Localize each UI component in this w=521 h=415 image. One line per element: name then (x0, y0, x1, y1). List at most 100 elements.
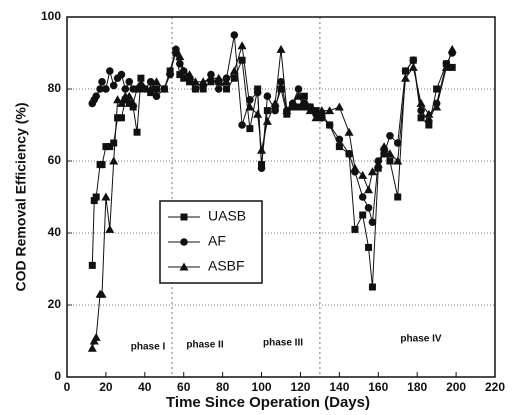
marker (358, 170, 368, 179)
marker (246, 125, 254, 133)
marker (263, 107, 271, 115)
marker (114, 114, 122, 122)
marker (113, 95, 123, 104)
marker (379, 142, 389, 151)
legend-label: UASB (208, 208, 246, 224)
marker (146, 78, 155, 86)
marker (432, 102, 442, 111)
marker (344, 127, 354, 136)
x-tick-label: 140 (329, 380, 349, 394)
marker (288, 98, 298, 107)
marker (206, 73, 216, 82)
marker (159, 84, 169, 93)
marker (116, 98, 126, 107)
legend-label: ASBF (208, 258, 245, 274)
marker (238, 56, 246, 64)
y-tick-label: 20 (48, 297, 62, 311)
marker (334, 102, 344, 111)
marker (171, 44, 181, 53)
x-tick-label: 180 (407, 380, 427, 394)
marker (179, 262, 189, 271)
marker (151, 77, 161, 86)
marker (262, 116, 272, 125)
marker (125, 78, 134, 86)
marker (448, 63, 456, 71)
marker (125, 99, 133, 107)
marker (87, 343, 97, 352)
marker (253, 88, 262, 97)
marker (246, 96, 254, 104)
marker (180, 74, 188, 82)
marker (106, 143, 114, 151)
x-tick-label: 220 (485, 380, 505, 394)
legend-label: AF (208, 233, 226, 249)
y-tick-label: 0 (54, 369, 61, 383)
marker (98, 78, 106, 86)
marker (238, 121, 246, 129)
marker (335, 143, 343, 151)
marker (109, 156, 119, 165)
marker (101, 192, 111, 201)
marker (140, 84, 150, 93)
marker (368, 218, 377, 226)
marker (105, 224, 115, 233)
marker (385, 149, 395, 158)
marker (409, 56, 418, 64)
marker (110, 139, 118, 147)
marker (270, 98, 280, 107)
marker (294, 91, 304, 100)
x-tick-label: 120 (290, 380, 310, 394)
marker (190, 77, 200, 86)
marker (102, 143, 110, 151)
marker (368, 283, 376, 291)
x-tick-label: 20 (99, 380, 113, 394)
marker (364, 185, 374, 194)
marker (364, 204, 373, 212)
marker (128, 98, 138, 107)
y-tick-label: 80 (48, 81, 62, 95)
marker (345, 150, 353, 158)
marker (276, 44, 286, 53)
marker (425, 117, 433, 126)
marker (91, 332, 101, 341)
marker (185, 70, 195, 79)
marker (386, 157, 394, 165)
marker (257, 145, 267, 154)
plot-frame (66, 16, 496, 378)
marker (447, 44, 457, 53)
marker (88, 261, 96, 269)
y-tick-label: 40 (48, 225, 62, 239)
marker (222, 77, 232, 86)
marker (179, 66, 189, 75)
marker (335, 135, 344, 144)
marker (207, 78, 215, 86)
x-tick-label: 100 (252, 380, 272, 394)
marker (257, 164, 266, 172)
marker (253, 109, 263, 118)
marker (109, 81, 118, 90)
marker (214, 73, 224, 82)
marker (146, 84, 156, 93)
x-axis-label: Time Since Operation (Days) (166, 394, 370, 411)
marker (416, 98, 426, 107)
marker (147, 89, 155, 97)
marker (394, 193, 402, 201)
phase-label: phase III (263, 338, 303, 349)
marker (417, 106, 425, 115)
marker (359, 211, 367, 219)
marker (393, 156, 403, 165)
marker (102, 85, 110, 93)
marker (325, 106, 335, 115)
marker (176, 71, 184, 79)
marker (152, 92, 161, 100)
marker (441, 62, 451, 71)
marker (401, 73, 411, 82)
x-tick-label: 80 (216, 380, 230, 394)
marker (373, 160, 383, 169)
marker (299, 102, 309, 111)
marker (393, 139, 402, 147)
y-tick-label: 100 (41, 9, 61, 23)
marker (424, 109, 434, 118)
marker (90, 197, 98, 205)
marker (98, 161, 106, 169)
